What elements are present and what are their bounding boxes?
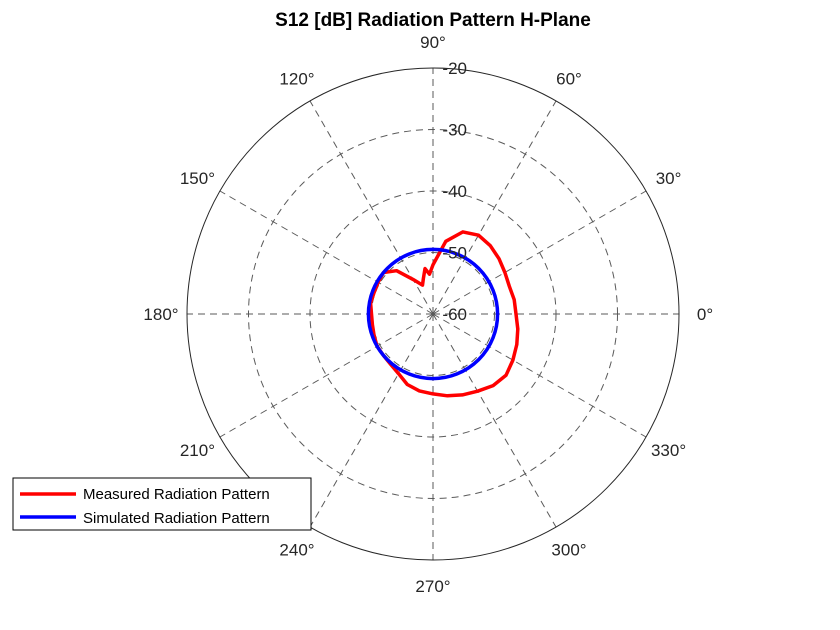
theta-grid-spoke-7 xyxy=(219,313,434,438)
angle-tick-label-90: 90° xyxy=(420,33,446,52)
angle-tick-label-180: 180° xyxy=(143,305,178,324)
r-tick-label-2: -40 xyxy=(442,182,467,201)
series-simulated-line xyxy=(366,247,500,381)
theta-grid-spoke-2 xyxy=(432,100,557,315)
angle-tick-label-240: 240° xyxy=(279,541,314,560)
theta-grid-spoke-5 xyxy=(219,190,434,315)
legend-label-measured: Measured Radiation Pattern xyxy=(83,486,270,503)
theta-grid-spoke-11 xyxy=(432,313,647,438)
series-layer xyxy=(366,230,520,398)
polar-outer-ring xyxy=(186,67,680,561)
polar-grid xyxy=(186,67,680,561)
chart-title: S12 [dB] Radiation Pattern H-Plane xyxy=(275,10,591,31)
r-tick-label-4: -20 xyxy=(442,59,467,78)
theta-grid-spoke-10 xyxy=(432,313,557,528)
angle-tick-label-210: 210° xyxy=(180,441,215,460)
theta-grid-spoke-1 xyxy=(432,190,647,315)
angle-tick-label-30: 30° xyxy=(656,169,682,188)
angle-tick-label-300: 300° xyxy=(551,541,586,560)
angle-tick-labels: 0° 30° 60° 90° 120° 150° 180° 210° 240° 270° 300° 3… xyxy=(143,33,713,596)
theta-grid-spoke-8 xyxy=(309,313,434,528)
legend-label-simulated: Simulated Radiation Pattern xyxy=(83,510,270,527)
angle-tick-label-330: 330° xyxy=(651,441,686,460)
legend: Measured Radiation Pattern Simulated Rad… xyxy=(12,477,312,531)
angle-tick-label-120: 120° xyxy=(279,69,314,88)
r-tick-label-0: -60 xyxy=(442,305,467,324)
angle-tick-label-60: 60° xyxy=(556,69,582,88)
legend-box xyxy=(12,477,312,531)
angle-tick-label-270: 270° xyxy=(415,577,450,596)
r-tick-label-1: -50 xyxy=(442,244,467,263)
r-tick-label-3: -30 xyxy=(442,121,467,140)
radius-tick-labels: -60 -50 -40 -30 -20 xyxy=(442,59,467,324)
angle-tick-label-0: 0° xyxy=(697,305,713,324)
angle-tick-label-150: 150° xyxy=(180,169,215,188)
